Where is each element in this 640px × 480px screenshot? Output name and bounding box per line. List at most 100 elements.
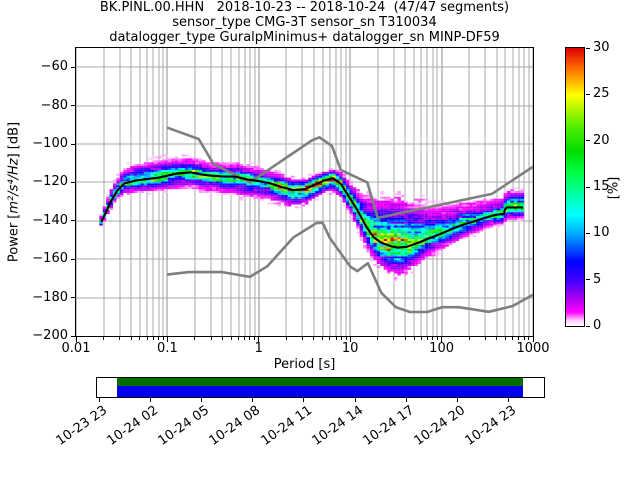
- y-tick-label: −100: [32, 136, 68, 151]
- y-tick-label: −160: [32, 251, 68, 267]
- x-minor-tick: [393, 337, 395, 340]
- x-minor-tick: [512, 337, 514, 340]
- colorbar-tick: [586, 279, 590, 281]
- x-minor-tick: [377, 337, 379, 340]
- colorbar-tick: [586, 47, 590, 49]
- timeline-tick-label: 10-23 23: [53, 403, 110, 449]
- x-tick-label: 100: [429, 341, 454, 356]
- x-minor-tick: [162, 337, 164, 340]
- x-minor-tick: [230, 337, 232, 340]
- timeline-tick: [201, 398, 203, 402]
- x-minor-tick: [238, 337, 240, 340]
- colorbar-tick: [586, 186, 590, 188]
- timeline-coverage-box: [96, 377, 545, 398]
- x-minor-tick: [139, 337, 141, 340]
- x-tick-label: 0.1: [157, 341, 178, 356]
- x-minor-tick: [254, 337, 256, 340]
- y-tick: [71, 66, 75, 68]
- colorbar: [565, 47, 585, 327]
- plot-area: [75, 47, 534, 337]
- y-tick-label: −120: [32, 174, 68, 190]
- psd-histogram-canvas: [76, 48, 533, 336]
- x-minor-tick: [249, 337, 251, 340]
- x-minor-tick: [313, 337, 315, 340]
- y-tick: [71, 297, 75, 299]
- x-minor-tick: [340, 337, 342, 340]
- x-minor-tick: [432, 337, 434, 340]
- x-minor-tick: [496, 337, 498, 340]
- x-minor-tick: [345, 337, 347, 340]
- x-tick: [258, 337, 260, 342]
- x-minor-tick: [436, 337, 438, 340]
- y-tick-label: −60: [40, 59, 68, 75]
- x-minor-tick: [119, 337, 121, 340]
- x-tick: [349, 337, 351, 342]
- x-minor-tick: [194, 337, 196, 340]
- timeline-tick-label: 10-24 05: [155, 403, 213, 449]
- x-minor-tick: [413, 337, 415, 340]
- timeline-tick: [98, 398, 100, 402]
- x-minor-tick: [528, 337, 530, 340]
- x-minor-tick: [335, 337, 337, 340]
- y-tick: [71, 105, 75, 107]
- timeline-tick: [405, 398, 407, 402]
- x-minor-tick: [152, 337, 154, 340]
- x-minor-tick: [301, 337, 303, 340]
- y-tick-label: −200: [32, 328, 68, 343]
- timeline-tick-label: 10-24 14: [309, 403, 366, 449]
- x-minor-tick: [146, 337, 148, 340]
- timeline-tick: [252, 398, 254, 402]
- figure-title: BK.PINL.00.HHN 2018-10-23 -- 2018-10-24 …: [99, 0, 510, 15]
- y-tick-label: −80: [40, 97, 68, 113]
- low-noise-model-line: [167, 221, 533, 314]
- timeline-coverage-bar-bottom: [117, 386, 523, 397]
- y-axis-label-units: m²/s⁴/Hz: [6, 158, 22, 214]
- timeline-tick: [456, 398, 458, 402]
- y-tick: [71, 220, 75, 222]
- x-minor-tick: [426, 337, 428, 340]
- y-tick: [71, 143, 75, 145]
- timeline-tick-label: 10-24 02: [104, 403, 162, 449]
- colorbar-tick-label: 20: [593, 132, 610, 148]
- timeline-tick: [149, 398, 151, 402]
- colorbar-tick-label: 25: [593, 86, 610, 102]
- colorbar-tick: [586, 232, 590, 234]
- x-tick-label: 1000: [516, 341, 550, 356]
- x-minor-tick: [504, 337, 506, 340]
- x-minor-tick: [484, 337, 486, 340]
- colorbar-tick-label: 5: [593, 271, 602, 287]
- y-tick: [71, 258, 75, 260]
- colorbar-tick-label: 0: [593, 318, 602, 333]
- timeline-coverage-bar-top: [117, 378, 523, 386]
- x-minor-tick: [468, 337, 470, 340]
- colorbar-tick: [586, 93, 590, 95]
- y-tick: [71, 181, 75, 183]
- psd-mode-line: [100, 171, 524, 249]
- y-tick: [71, 335, 75, 337]
- x-minor-tick: [158, 337, 160, 340]
- timeline-tick: [508, 398, 510, 402]
- figure-subtitle-datalogger: datalogger_type GuralpMinimus+ datalogge…: [109, 30, 500, 45]
- x-minor-tick: [329, 337, 331, 340]
- colorbar-tick: [586, 325, 590, 327]
- timeline-tick-label: 10-24 08: [206, 403, 264, 449]
- y-axis-label-prefix: Power [: [6, 213, 22, 263]
- x-tick-label: 0.01: [61, 341, 91, 356]
- x-minor-tick: [130, 337, 132, 340]
- y-tick-label: −140: [32, 212, 68, 228]
- x-tick-label: 10: [341, 341, 359, 356]
- x-tick-label: 1: [254, 341, 263, 356]
- x-tick: [166, 337, 168, 342]
- x-axis-label: Period [s]: [273, 357, 336, 372]
- x-minor-tick: [404, 337, 406, 340]
- x-minor-tick: [523, 337, 525, 340]
- colorbar-tick-label: 10: [593, 225, 610, 241]
- timeline-tick: [303, 398, 305, 402]
- x-minor-tick: [103, 337, 104, 340]
- y-axis-label: Power [m²/s⁴/Hz] [dB]: [7, 122, 22, 262]
- colorbar-tick-label: 15: [593, 179, 610, 194]
- y-axis-label-suffix: ] [dB]: [6, 121, 22, 159]
- x-minor-tick: [420, 337, 422, 340]
- colorbar-tick-label: 30: [593, 40, 610, 55]
